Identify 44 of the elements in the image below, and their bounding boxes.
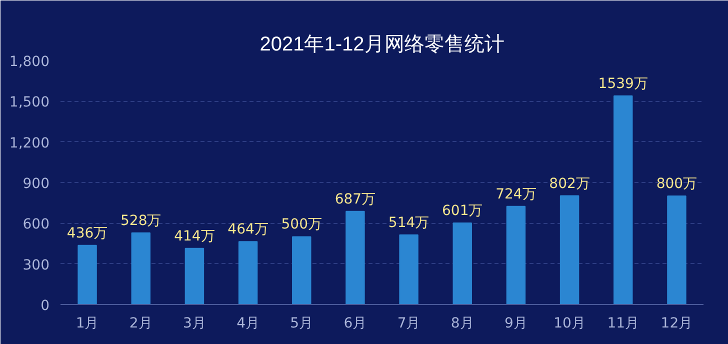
data-label: 724万: [496, 186, 536, 202]
data-label: 1539万: [598, 76, 648, 92]
data-label: 436万: [66, 225, 108, 242]
y-tick-label: 0: [40, 298, 50, 314]
bar: [506, 206, 526, 304]
x-tick-label: 11月: [607, 316, 640, 332]
data-label: 528万: [120, 212, 162, 229]
data-label: 500万: [281, 216, 322, 233]
data-label: 687万: [334, 191, 376, 208]
data-label: 514万: [388, 214, 430, 231]
bar: [667, 196, 686, 304]
bar: [614, 95, 633, 304]
bar: [184, 248, 204, 304]
bar: [78, 244, 97, 304]
data-label: 601万: [442, 203, 483, 220]
y-tick-label: 900: [22, 176, 50, 192]
bar: [292, 236, 312, 304]
bar: [238, 241, 258, 304]
x-tick-label: 1月: [76, 316, 99, 332]
data-label: 800万: [656, 176, 698, 192]
bar: [346, 210, 365, 304]
bar: [131, 232, 150, 304]
y-tick-label: 1,500: [9, 94, 50, 111]
x-tick-label: 12月: [660, 316, 693, 332]
y-tick-label: 1,200: [9, 135, 50, 152]
x-tick-label: 4月: [236, 316, 260, 332]
bar: [399, 234, 418, 304]
data-label: 802万: [549, 176, 590, 192]
bar: [560, 195, 580, 304]
x-tick-label: 3月: [183, 316, 206, 332]
y-tick-label: 1,800: [9, 54, 50, 70]
y-tick-label: 300: [22, 257, 50, 274]
x-tick-label: 10月: [554, 316, 586, 332]
x-tick-label: 9月: [504, 316, 528, 332]
bar: [452, 222, 472, 304]
x-tick-label: 5月: [290, 316, 314, 332]
x-tick-label: 6月: [344, 316, 367, 332]
x-tick-label: 2月: [129, 316, 152, 332]
x-tick-label: 7月: [397, 316, 420, 332]
x-tick-label: 8月: [450, 316, 474, 332]
data-label: 414万: [174, 228, 215, 244]
data-label: 464万: [228, 222, 268, 238]
y-tick-label: 600: [22, 216, 50, 233]
chart-title: 2021年1-12月网络零售统计: [260, 34, 504, 56]
